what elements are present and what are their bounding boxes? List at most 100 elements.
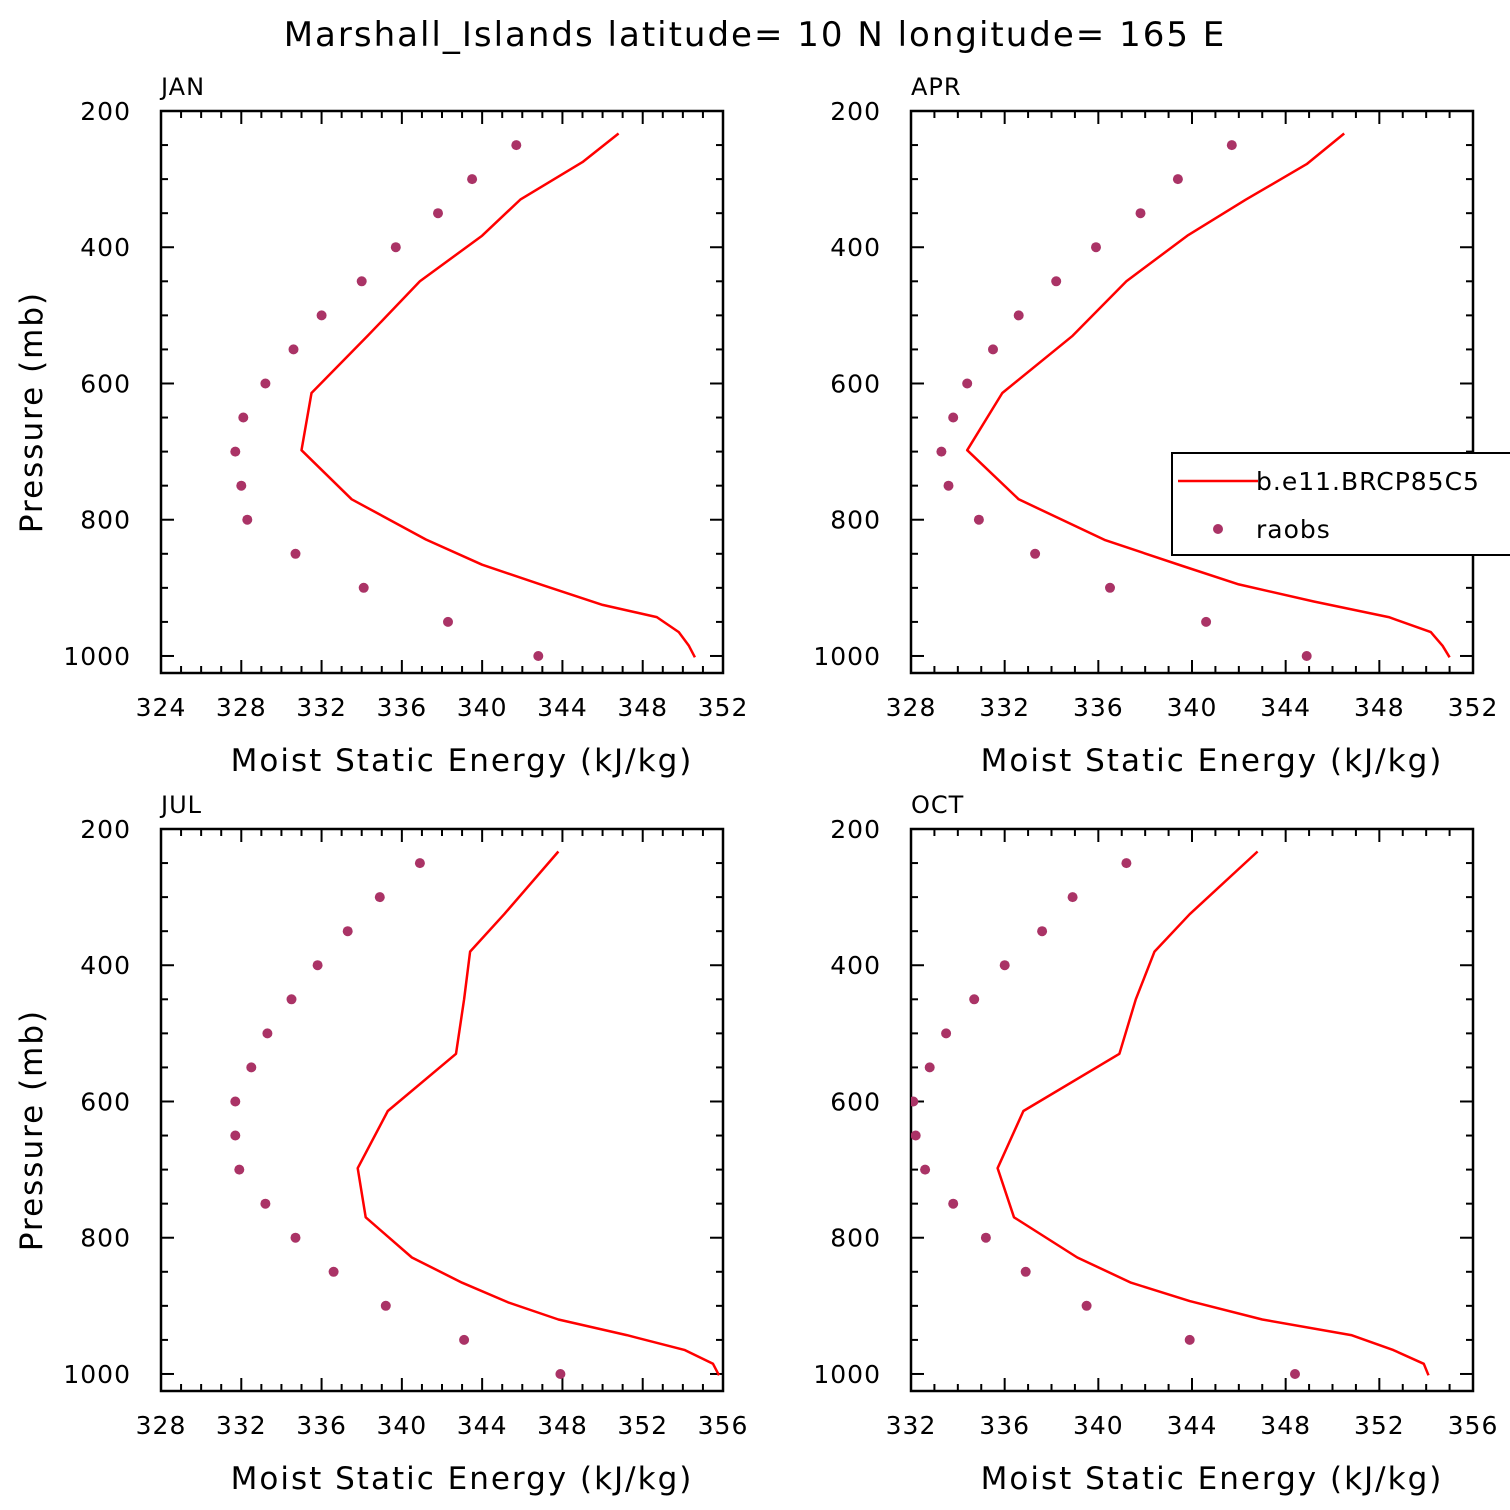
raobs-point (969, 994, 980, 1005)
y-tick-label: 600 (80, 369, 131, 398)
x-tick-label: 336 (1073, 693, 1124, 722)
raobs-point (943, 480, 954, 491)
x-tick-label: 344 (457, 1411, 508, 1440)
raobs-point (312, 960, 323, 971)
raobs-point (467, 174, 478, 185)
panel-apr: APR 328 332 336 340 344 348 352 200 400 600 800 1000… (813, 73, 1497, 779)
panel-jan: JAN 324 328 332 336 340 344 348 352 200 400 600 800 1… (14, 73, 749, 779)
y-tick-label: 800 (80, 1224, 131, 1253)
raobs-point (246, 1062, 257, 1073)
y-tick-label: 200 (830, 815, 881, 844)
raobs-point (948, 412, 959, 423)
model-profile-line (996, 850, 1430, 1376)
raobs-point (238, 412, 249, 423)
x-tick-label: 328 (216, 693, 267, 722)
raobs-point (1013, 310, 1024, 321)
raobs-point (973, 514, 984, 525)
raobs-point (988, 344, 998, 355)
x-tick-label: 340 (1167, 693, 1218, 722)
raobs-point (924, 1062, 935, 1073)
y-tick-label: 1000 (63, 642, 131, 671)
plot-data (936, 132, 1451, 661)
raobs-point (288, 344, 299, 355)
y-tick-label: 200 (80, 97, 131, 126)
x-tick-label: 332 (979, 693, 1030, 722)
y-tick-label: 600 (830, 369, 881, 398)
raobs-point (1105, 582, 1115, 593)
raobs-point (356, 276, 367, 287)
legend: b.e11.BRCP85C5 raobs (1171, 452, 1510, 556)
y-tick-label: 400 (80, 951, 131, 980)
raobs-point (358, 582, 369, 593)
raobs-point (242, 514, 253, 525)
raobs-point (443, 616, 453, 627)
panel-label: JUL (159, 791, 202, 819)
raobs-point (1037, 926, 1048, 937)
raobs-point (1020, 1266, 1031, 1277)
raobs-point (980, 1232, 991, 1243)
x-axis-title: Moist Static Energy (kJ/kg) (981, 743, 1444, 779)
x-axis-title: Moist Static Energy (kJ/kg) (231, 1461, 694, 1497)
raobs-point (920, 1164, 931, 1175)
x-tick-label: 348 (1354, 693, 1405, 722)
raobs-point (533, 651, 544, 661)
raobs-point (328, 1266, 339, 1277)
y-tick-label: 400 (830, 951, 881, 980)
x-tick-label: 352 (698, 693, 749, 722)
x-tick-label: 344 (537, 693, 588, 722)
plot-data (230, 132, 697, 661)
plot-frame (159, 109, 725, 675)
panel-label: JAN (159, 73, 205, 101)
legend-box (1171, 452, 1510, 556)
raobs-point (962, 378, 973, 389)
figure-title: Marshall_Islands latitude= 10 N longitud… (284, 15, 1227, 55)
x-tick-label: 356 (1448, 1411, 1499, 1440)
plot-data (230, 850, 721, 1379)
y-tick-label: 800 (80, 506, 131, 535)
raobs-point (230, 1096, 241, 1107)
y-tick-label: 200 (80, 815, 131, 844)
raobs-point (936, 446, 947, 457)
x-tick-label: 348 (617, 693, 668, 722)
raobs-point (1067, 892, 1078, 903)
legend-model-label: b.e11.BRCP85C5 (1256, 467, 1480, 496)
raobs-point (234, 1164, 245, 1175)
legend-dot-swatch (1213, 524, 1223, 534)
raobs-point (948, 1198, 959, 1209)
plot-frame (909, 109, 1475, 675)
model-profile-line (300, 132, 697, 658)
raobs-point (380, 1300, 391, 1311)
raobs-point (1184, 1334, 1195, 1345)
panel-oct: OCT 332 336 340 344 348 352 356 200 400 600 800 1000… (813, 791, 1499, 1497)
raobs-point (911, 1096, 919, 1107)
y-tick-label: 400 (80, 233, 131, 262)
raobs-point (342, 926, 353, 937)
x-tick-label: 344 (1260, 693, 1311, 722)
x-tick-label: 328 (886, 693, 937, 722)
raobs-point (390, 242, 401, 253)
x-tick-label: 336 (979, 1411, 1030, 1440)
y-tick-label: 600 (80, 1087, 131, 1116)
x-tick-label: 340 (1073, 1411, 1124, 1440)
raobs-point (999, 960, 1010, 971)
x-tick-label: 332 (296, 693, 347, 722)
x-tick-label: 356 (698, 1411, 749, 1440)
raobs-point (236, 480, 247, 491)
raobs-point (230, 1130, 241, 1141)
x-tick-label: 348 (537, 1411, 588, 1440)
x-tick-label: 340 (376, 1411, 427, 1440)
y-tick-label: 800 (830, 506, 881, 535)
raobs-point (260, 378, 271, 389)
raobs-point (433, 208, 443, 219)
panel-label: OCT (911, 791, 964, 819)
raobs-point (1091, 242, 1101, 253)
model-profile-line (356, 850, 721, 1376)
model-profile-line (965, 132, 1451, 658)
x-tick-label: 352 (617, 1411, 668, 1440)
x-tick-label: 352 (1354, 1411, 1405, 1440)
y-tick-label: 600 (830, 1087, 881, 1116)
raobs-point (286, 994, 297, 1005)
x-tick-label: 340 (457, 693, 508, 722)
raobs-point (1121, 858, 1132, 869)
